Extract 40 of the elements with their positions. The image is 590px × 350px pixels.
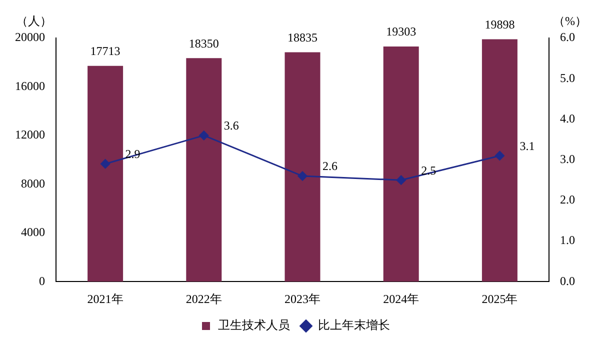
y2-tick-label: 6.0 bbox=[560, 30, 575, 44]
point bbox=[494, 150, 504, 160]
y-tick-label: 20000 bbox=[15, 30, 45, 44]
bar bbox=[88, 66, 124, 282]
data-label: 17713 bbox=[90, 44, 120, 58]
x-tick-label: 2024年 bbox=[383, 292, 420, 306]
x-tick-label: 2022年 bbox=[186, 292, 222, 306]
bar bbox=[284, 52, 320, 282]
data-label: 2.6 bbox=[322, 159, 338, 174]
y2-tick-label: 3.0 bbox=[560, 152, 575, 166]
bar bbox=[482, 39, 518, 282]
y2-tick-label: 2.0 bbox=[560, 192, 575, 207]
data-label: 18350 bbox=[188, 36, 219, 50]
data-label: 3.1 bbox=[520, 138, 535, 153]
y2-axis-title: （%） bbox=[553, 14, 587, 28]
point bbox=[298, 171, 308, 181]
point bbox=[396, 175, 406, 185]
y2-tick-label: 0.0 bbox=[560, 274, 575, 288]
data-label: 3.6 bbox=[224, 118, 239, 133]
y-tick-label: 12000 bbox=[15, 128, 45, 142]
x-tick-label: 2021年 bbox=[87, 292, 124, 306]
x-tick-label: 2025年 bbox=[482, 292, 518, 306]
legend-label: 卫生技术人员 bbox=[218, 318, 290, 332]
y-axis-title: （人） bbox=[16, 14, 52, 28]
bar bbox=[186, 58, 222, 282]
data-label: 18835 bbox=[288, 30, 318, 44]
legend-label: 比上年末增长 bbox=[318, 318, 390, 332]
y2-tick-label: 1.0 bbox=[560, 233, 575, 248]
y-tick-label: 0 bbox=[39, 274, 45, 288]
point bbox=[100, 159, 110, 169]
point bbox=[199, 130, 209, 140]
x-tick-label: 2023年 bbox=[284, 292, 320, 306]
y2-tick-label: 4.0 bbox=[560, 111, 575, 126]
y2-tick-label: 5.0 bbox=[560, 70, 575, 85]
y-tick-label: 8000 bbox=[21, 176, 45, 190]
bar bbox=[383, 46, 419, 282]
data-label: 19898 bbox=[484, 17, 515, 32]
y-tick-label: 4000 bbox=[21, 225, 45, 240]
y-tick-label: 16000 bbox=[15, 78, 45, 93]
data-label: 19303 bbox=[386, 24, 416, 39]
